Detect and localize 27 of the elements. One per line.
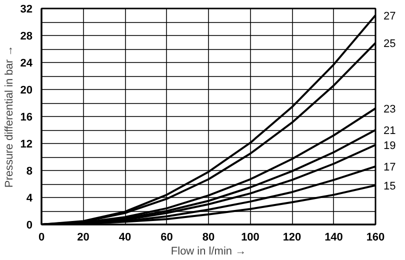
y-tick-label: 12 — [20, 138, 33, 150]
series-label: 27 — [384, 10, 396, 22]
y-tick-label: 28 — [20, 30, 33, 42]
y-tick-label: 4 — [26, 192, 34, 204]
x-tick-label: 100 — [241, 232, 260, 244]
x-axis-title: Flow in l/min → — [170, 246, 246, 258]
series-label: 21 — [384, 125, 396, 137]
y-axis-title: Pressure differential in bar → — [3, 45, 16, 188]
y-tick-label: 8 — [26, 166, 33, 178]
x-tick-label: 140 — [324, 232, 343, 244]
x-tick-label: 60 — [160, 232, 173, 244]
x-tick-label: 120 — [282, 232, 302, 244]
x-tick-label: 80 — [202, 232, 215, 244]
y-tick-label: 24 — [20, 58, 34, 70]
y-tick-label: 0 — [26, 220, 33, 232]
series-label: 19 — [384, 140, 396, 152]
y-tick-label: 32 — [20, 4, 33, 16]
series-label: 25 — [384, 38, 396, 50]
series-label: 17 — [384, 161, 396, 174]
series-label: 23 — [384, 103, 396, 116]
x-tick-label: 160 — [366, 232, 385, 244]
y-tick-label: 20 — [20, 84, 33, 96]
y-tick-label: 16 — [20, 112, 33, 124]
series-label: 15 — [384, 180, 396, 192]
x-tick-label: 20 — [77, 232, 90, 244]
x-tick-label: 0 — [38, 232, 45, 244]
x-tick-label: 40 — [118, 232, 132, 244]
